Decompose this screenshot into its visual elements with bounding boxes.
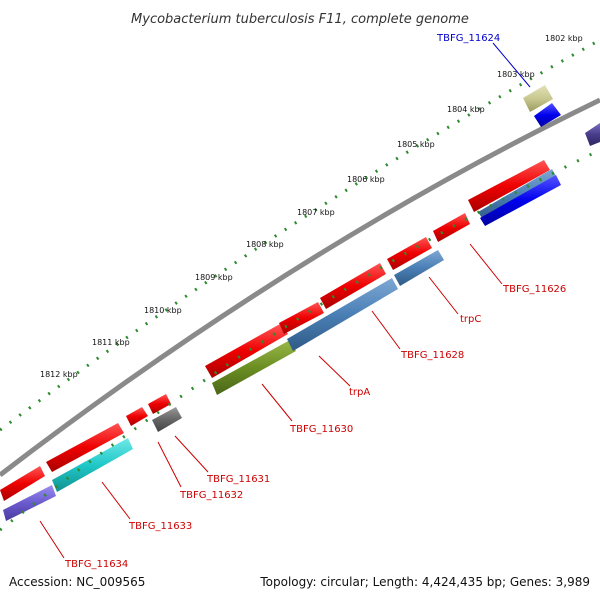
gene-label-trpc: trpC: [460, 314, 481, 325]
cds-arrow-5: [205, 324, 288, 378]
tick-label-1810: 1810 kbp: [144, 306, 182, 315]
summary-text: Topology: circular; Length: 4,424,435 bp…: [259, 575, 590, 589]
tick-label-1804: 1804 kbp: [447, 105, 485, 114]
gene-label-tbfg-11634: TBFG_11634: [64, 559, 128, 570]
genome-backbone: [0, 97, 600, 477]
tick-label-1805: 1805 kbp: [397, 140, 435, 149]
label-leaders: [39, 42, 531, 559]
inner-tick-ring: [0, 148, 600, 532]
leader-tbfg-11632: [157, 441, 182, 488]
feature-blue-small: [534, 103, 561, 127]
feature-blue-long: [480, 175, 561, 226]
tick-label-1803: 1803 kbp: [497, 70, 535, 79]
feature-steelblue-2: [394, 250, 444, 286]
feature-olive: [212, 340, 296, 395]
feature-slateblue: [3, 485, 56, 521]
tick-ring: [0, 38, 600, 432]
tick-label-1809: 1809 kbp: [195, 273, 233, 282]
tick-label-1806: 1806 kbp: [347, 175, 385, 184]
gene-label-tbfg-11630: TBFG_11630: [289, 424, 353, 435]
gene-label-tbfg-11632: TBFG_11632: [179, 490, 243, 501]
feature-steelblue-1: [287, 278, 398, 351]
leader-tbfg-11630: [261, 383, 293, 422]
feature-khaki: [523, 85, 553, 112]
leader-trpc: [428, 276, 459, 315]
gene-label-tbfg-11631: TBFG_11631: [206, 474, 270, 485]
cds-arrow-4: [148, 394, 171, 414]
tick-label-1811: 1811 kbp: [92, 338, 130, 347]
tick-label-1802: 1802 kbp: [545, 34, 583, 43]
leader-tbfg-11634: [39, 520, 65, 559]
cds-arrow-2: [46, 423, 124, 472]
cds-arrow-3: [126, 407, 148, 426]
cds-arrow-8: [387, 237, 432, 270]
cds-arrow-10: [468, 160, 550, 212]
leader-tbfg-11633: [101, 481, 131, 520]
leader-trpa: [318, 355, 351, 387]
feature-darkslate: [585, 123, 600, 146]
cds-arrow-1: [0, 466, 45, 501]
leader-tbfg-11631: [174, 435, 209, 473]
leader-tbfg-11628: [371, 310, 401, 350]
cds-arrow-6: [279, 302, 324, 334]
gene-label-tbfg-11628: TBFG_11628: [400, 350, 464, 361]
gene-label-trpa: trpA: [349, 387, 370, 398]
accession-text: Accession: NC_009565: [9, 575, 145, 589]
gene-label-tbfg-11633: TBFG_11633: [128, 521, 192, 532]
leader-tbfg-11624: [492, 42, 531, 88]
gene-label-tbfg-11626: TBFG_11626: [502, 284, 566, 295]
gene-label-tbfg-11624: TBFG_11624: [436, 33, 500, 44]
map-title: Mycobacterium tuberculosis F11, complete…: [131, 12, 469, 27]
feature-darkgray: [152, 407, 182, 432]
tick-label-1808: 1808 kbp: [246, 240, 284, 249]
cds-arrow-9: [433, 213, 470, 242]
tick-label-1812: 1812 kbp: [40, 370, 78, 379]
tick-label-1807: 1807 kbp: [297, 208, 335, 217]
feature-cyan: [52, 438, 133, 492]
leader-tbfg-11626: [469, 243, 503, 285]
